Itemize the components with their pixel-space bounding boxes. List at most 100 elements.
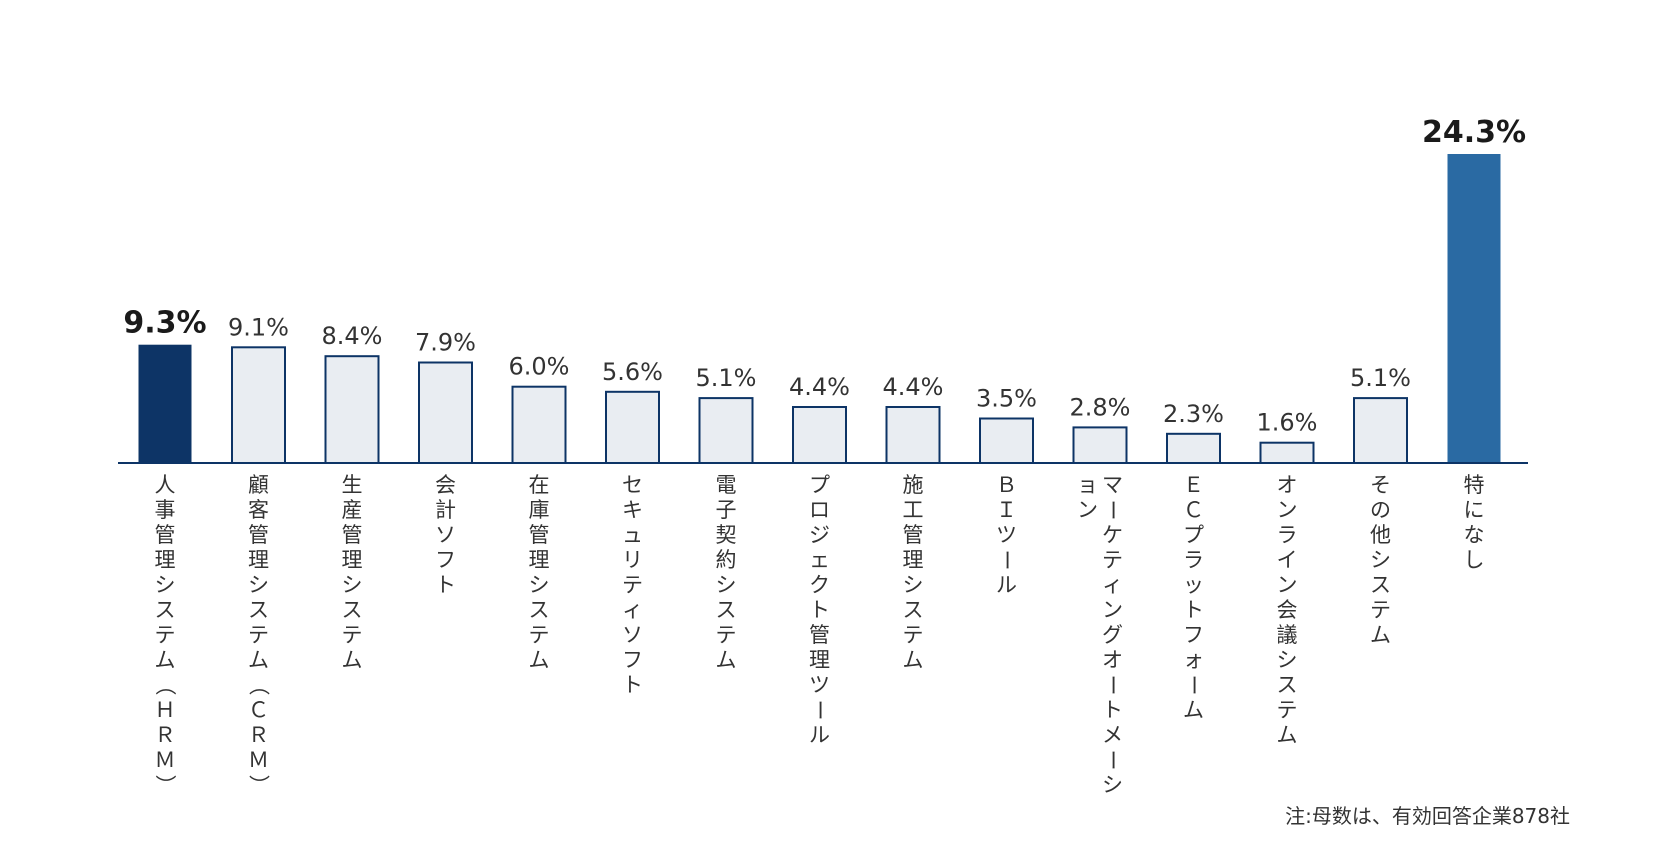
svg-text:ィ: ィ <box>622 598 643 622</box>
svg-text:ー: ー <box>1101 750 1125 771</box>
svg-text:テ: テ <box>529 623 550 647</box>
svg-text:ン: ン <box>1077 498 1098 522</box>
svg-text:ト: ト <box>435 573 456 597</box>
svg-text:産: 産 <box>342 498 363 522</box>
svg-text:ッ: ッ <box>1183 573 1204 597</box>
svg-text:ク: ク <box>809 573 830 597</box>
svg-text:フ: フ <box>435 548 456 572</box>
svg-text:ー: ー <box>1101 500 1125 521</box>
svg-text:シ: シ <box>1370 548 1391 572</box>
svg-text:Ｃ: Ｃ <box>248 698 269 722</box>
svg-text:オ: オ <box>1102 648 1123 672</box>
bar-4 <box>418 361 473 464</box>
svg-text:工: 工 <box>903 498 924 522</box>
svg-text:ト: ト <box>809 598 830 622</box>
value-label-5: 6.0% <box>509 353 570 381</box>
value-label-13: 1.6% <box>1257 409 1318 437</box>
svg-text:テ: テ <box>1277 698 1298 722</box>
svg-text:ム: ム <box>529 648 550 672</box>
value-label-9: 4.4% <box>883 373 944 401</box>
svg-text:管: 管 <box>342 523 363 547</box>
svg-text:マ: マ <box>1102 473 1123 497</box>
svg-text:イ: イ <box>1277 548 1298 572</box>
svg-text:ス: ス <box>903 598 924 622</box>
value-label-10: 3.5% <box>976 385 1037 413</box>
svg-text:ョ: ョ <box>1077 473 1098 497</box>
svg-text:施: 施 <box>903 473 924 497</box>
value-label-12: 2.3% <box>1163 400 1224 428</box>
svg-text:ー: ー <box>1101 675 1125 696</box>
svg-text:フ: フ <box>622 648 643 672</box>
bar-13 <box>1259 441 1315 465</box>
svg-text:ム: ム <box>155 648 176 672</box>
value-label-6: 5.6% <box>602 358 663 386</box>
svg-text:プ: プ <box>809 473 830 497</box>
svg-text:シ: シ <box>155 573 176 597</box>
svg-text:ス: ス <box>342 598 363 622</box>
svg-text:ー: ー <box>808 700 832 721</box>
bar-10 <box>979 417 1034 464</box>
footnote: 注:母数は、有効回答企業878社 <box>1285 804 1570 828</box>
bar-3 <box>324 355 380 465</box>
svg-text:ム: ム <box>1183 698 1204 722</box>
svg-text:議: 議 <box>1277 623 1298 647</box>
value-label-15: 24.3% <box>1422 115 1526 150</box>
svg-text:ジ: ジ <box>809 523 830 547</box>
svg-text:（: （ <box>247 675 271 696</box>
value-label-2: 9.1% <box>228 313 289 341</box>
svg-text:理: 理 <box>248 548 269 572</box>
svg-text:管: 管 <box>903 523 924 547</box>
svg-text:契: 契 <box>716 523 737 547</box>
svg-text:ム: ム <box>716 648 737 672</box>
svg-text:特: 特 <box>1464 473 1485 497</box>
svg-text:ス: ス <box>1277 673 1298 697</box>
svg-text:約: 約 <box>716 548 737 572</box>
svg-text:シ: シ <box>903 573 924 597</box>
svg-text:生: 生 <box>342 473 363 497</box>
svg-text:人: 人 <box>155 473 176 497</box>
svg-text:シ: シ <box>529 573 550 597</box>
bar-6 <box>605 390 660 464</box>
svg-text:オ: オ <box>1277 473 1298 497</box>
svg-text:理: 理 <box>529 548 550 572</box>
svg-text:ソ: ソ <box>435 523 456 547</box>
svg-text:ム: ム <box>1370 623 1391 647</box>
category-labels-layer: 人事管理システム（ＨＲＭ）顧客管理システム（ＣＲＭ）生産管理システム会計ソフト在… <box>153 473 1485 797</box>
bar-1 <box>138 344 192 463</box>
value-labels-layer: 9.3% 9.1% 8.4% 7.9% 6.0% 5.6% 5.1% 4.4% 4.4% 3.5%… <box>123 115 1526 437</box>
svg-text:ト: ト <box>1102 698 1123 722</box>
svg-text:グ: グ <box>1102 623 1123 647</box>
svg-text:テ: テ <box>1102 548 1123 572</box>
svg-text:テ: テ <box>903 623 924 647</box>
svg-text:ス: ス <box>529 598 550 622</box>
svg-text:ー: ー <box>1182 675 1206 696</box>
svg-text:）: ） <box>153 775 177 796</box>
bar-11 <box>1072 426 1128 464</box>
svg-text:管: 管 <box>155 523 176 547</box>
svg-text:管: 管 <box>809 623 830 647</box>
svg-text:Ｅ: Ｅ <box>1183 473 1204 497</box>
svg-text:客: 客 <box>248 498 269 522</box>
svg-text:）: ） <box>247 775 271 796</box>
svg-text:ー: ー <box>995 550 1019 571</box>
svg-text:Ｍ: Ｍ <box>155 748 176 772</box>
svg-text:シ: シ <box>1277 648 1298 672</box>
svg-text:管: 管 <box>248 523 269 547</box>
svg-text:メ: メ <box>1102 723 1123 747</box>
svg-text:ツ: ツ <box>809 673 830 697</box>
svg-text:理: 理 <box>903 548 924 572</box>
svg-text:に: に <box>1464 498 1485 522</box>
value-label-11: 2.8% <box>1070 393 1131 421</box>
bar-7 <box>698 397 754 465</box>
svg-text:ム: ム <box>903 648 924 672</box>
svg-text:理: 理 <box>342 548 363 572</box>
svg-text:ル: ル <box>809 723 830 747</box>
svg-text:テ: テ <box>342 623 363 647</box>
